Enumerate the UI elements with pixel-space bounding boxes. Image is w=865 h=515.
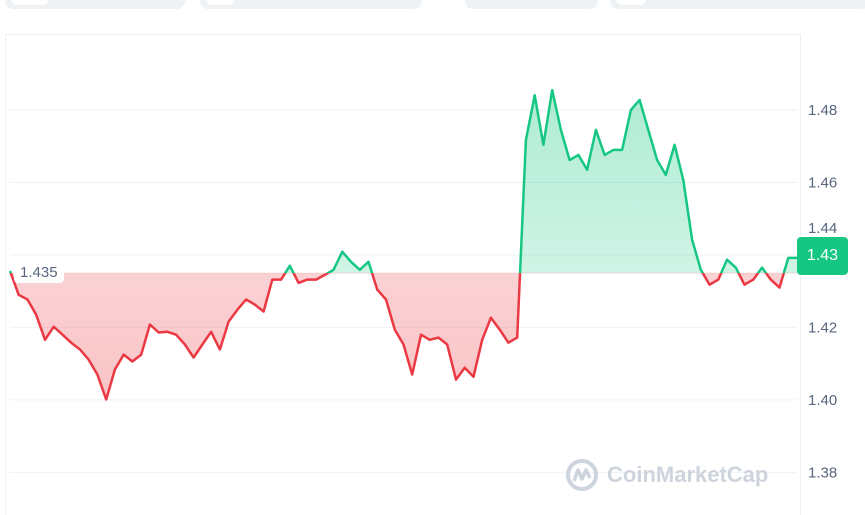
y-tick-label: 1.46 [808,174,837,191]
price-line-up [8,88,797,274]
y-tick-label: 1.40 [808,392,837,409]
price-line-down [9,273,786,401]
y-tick-label: 1.42 [808,319,837,336]
current-price-badge: 1.43 [797,237,848,275]
tab-4[interactable] [610,0,865,9]
area-above-baseline [10,90,797,274]
y-tick-label: 1.44 [808,220,837,237]
watermark: CoinMarketCap [565,458,768,492]
tab-2[interactable] [200,0,422,9]
y-tick-label: 1.38 [808,464,837,481]
baseline-label: 1.435 [14,262,64,283]
tab-1[interactable] [5,0,185,9]
watermark-text: CoinMarketCap [607,462,769,487]
tab-3[interactable] [465,0,598,9]
area-below-baseline [10,273,784,400]
y-tick-label: 1.48 [808,102,837,119]
coinmarketcap-logo-icon [566,459,598,491]
